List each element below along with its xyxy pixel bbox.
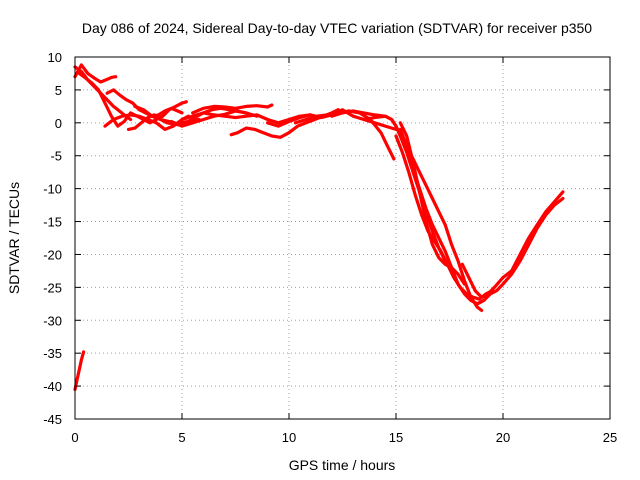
y-tick-label: -15 xyxy=(43,215,62,230)
y-tick-label: -35 xyxy=(43,346,62,361)
series-line-arc-20 xyxy=(398,127,484,312)
series-line-arc-17 xyxy=(394,134,494,301)
series-line-arc-4 xyxy=(77,71,188,128)
series-line-arc-9 xyxy=(180,111,312,125)
y-tick-label: -5 xyxy=(50,149,62,164)
y-tick-label: -10 xyxy=(43,182,62,197)
gridlines xyxy=(75,57,610,419)
plot-frame xyxy=(74,56,611,420)
x-tick-label: 20 xyxy=(496,430,510,445)
y-tick-label: 10 xyxy=(48,50,62,65)
series-line-arc-22 xyxy=(475,196,565,306)
series-line-arc-2 xyxy=(73,63,118,84)
x-axis-label: GPS time / hours xyxy=(289,457,396,473)
series-line-arc-8 xyxy=(133,104,248,127)
series-line-arc-19 xyxy=(398,121,467,286)
chart-title: Day 086 of 2024, Sidereal Day-to-day VTE… xyxy=(82,20,592,36)
y-tick-label: -40 xyxy=(43,379,62,394)
x-tick-label: 5 xyxy=(178,430,185,445)
series-group xyxy=(73,63,565,391)
series-line-arc-15 xyxy=(330,109,402,138)
y-tick-label: -25 xyxy=(43,280,62,295)
axis-ticks: 0 5 10 15 20 25 -45 -40 -35 -30 -25 -20 -15 -10 -5 0 5 10 xyxy=(43,50,617,445)
series-line-arc-10 xyxy=(191,103,274,115)
x-tick-label: 15 xyxy=(389,430,403,445)
x-tick-label: 10 xyxy=(282,430,296,445)
y-tick-label: -45 xyxy=(43,412,62,427)
y-axis-label: SDTVAR / TECUs xyxy=(6,182,22,294)
y-tick-label: 0 xyxy=(55,116,62,131)
y-tick-label: 5 xyxy=(55,83,62,98)
y-tick-label: -20 xyxy=(43,247,62,262)
series-line-arc-21 xyxy=(460,190,565,299)
series-line-arc-11 xyxy=(169,109,259,128)
x-tick-label: 0 xyxy=(71,430,78,445)
series-line-arc-1 xyxy=(73,350,86,391)
y-tick-label: -30 xyxy=(43,313,62,328)
x-tick-label: 25 xyxy=(603,430,617,445)
